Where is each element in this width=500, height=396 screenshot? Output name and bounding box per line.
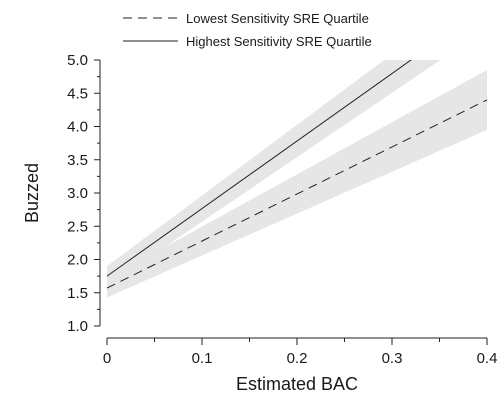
y-tick-label: 2.0 [67,252,88,269]
series-line-0 [107,99,487,289]
y-tick-label: 3.5 [67,152,88,169]
legend-label-highest: Highest Sensitivity SRE Quartile [186,34,372,49]
x-tick-label: 0.3 [382,350,403,367]
y-tick-label: 2.5 [67,218,88,235]
y-tick-label: 1.5 [67,285,88,302]
x-ticks: 0 0.1 0.2 0.3 0.4 [103,338,498,367]
y-tick-label: 1.0 [67,318,88,335]
series-lines [107,60,487,289]
x-tick-label: 0.4 [477,350,498,367]
y-tick-label: 4.5 [67,85,88,102]
y-tick-label: 4.0 [67,119,88,136]
series-line-1 [107,60,412,277]
x-tick-label: 0.1 [192,350,213,367]
legend: Lowest Sensitivity SRE Quartile Highest … [123,11,372,49]
x-axis-title: Estimated BAC [236,374,358,394]
y-axis-title: Buzzed [22,163,42,223]
y-tick-label: 5.0 [67,52,88,69]
y-ticks: 1.0 1.5 2.0 2.5 3.0 3.5 4.0 4.5 5.0 [67,52,100,335]
legend-label-lowest: Lowest Sensitivity SRE Quartile [186,11,369,26]
ci-band-0 [107,69,487,298]
x-tick-label: 0 [103,350,111,367]
y-tick-label: 3.0 [67,185,88,202]
ci-band-1 [107,60,441,287]
x-tick-label: 0.2 [287,350,308,367]
